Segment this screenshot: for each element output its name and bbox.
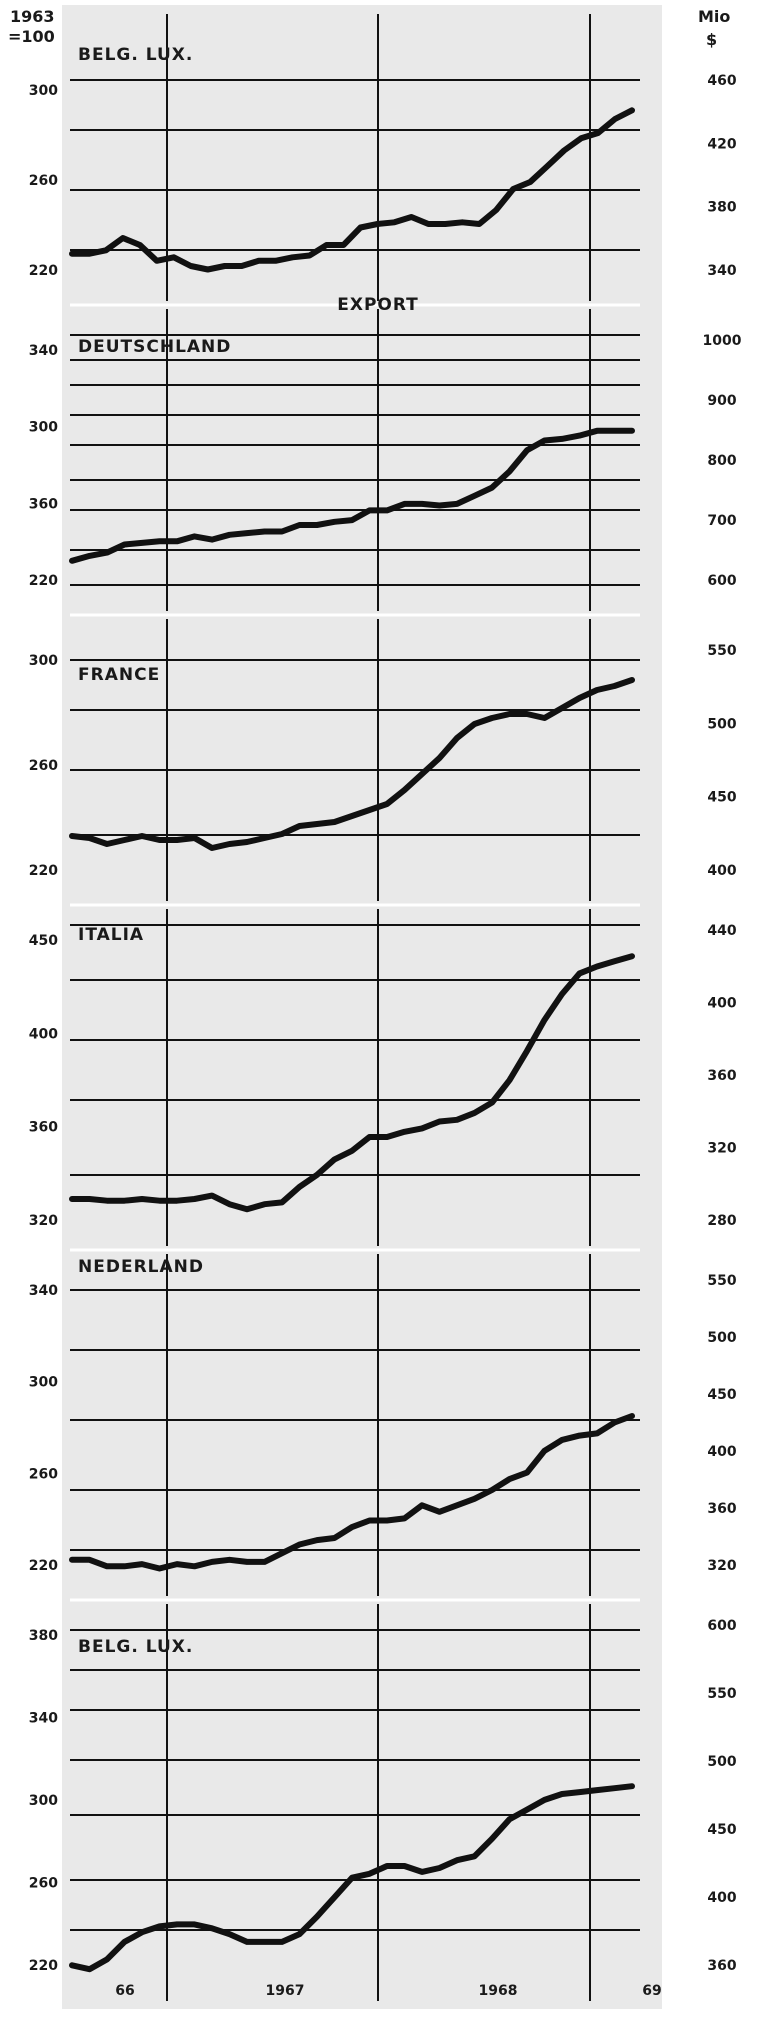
right-tick-label: 600 [707, 1618, 736, 1634]
left-tick-label: 220 [29, 863, 58, 879]
left-unit-label-line2: =100 [8, 27, 55, 46]
x-axis-label: 1968 [479, 1983, 518, 1999]
left-tick-label: 380 [29, 1628, 58, 1644]
panel-title: ITALIA [78, 925, 144, 945]
x-axis-label: 1967 [266, 1983, 305, 1999]
chart-subtitle: EXPORT [337, 295, 419, 315]
right-unit-label-line1: Mio [698, 7, 730, 26]
right-tick-label: 320 [707, 1141, 736, 1157]
series-line [69, 107, 635, 273]
right-tick-label: 360 [707, 1958, 736, 1974]
panel-title: DEUTSCHLAND [78, 337, 231, 357]
right-tick-label: 400 [707, 863, 736, 879]
right-tick-label: 550 [707, 643, 736, 659]
left-tick-label: 340 [29, 1711, 58, 1727]
series-line [69, 953, 635, 1213]
right-tick-label: 340 [707, 263, 736, 279]
right-tick-label: 700 [707, 513, 736, 529]
right-tick-label: 360 [707, 1068, 736, 1084]
left-tick-label: 220 [29, 573, 58, 589]
left-tick-label: 300 [29, 653, 58, 669]
series-line [69, 677, 635, 851]
left-tick-label: 260 [29, 758, 58, 774]
right-tick-label: 450 [707, 1822, 736, 1838]
panel-title: BELG. LUX. [78, 1637, 193, 1657]
series-line [69, 1783, 635, 1973]
right-tick-label: 500 [707, 1754, 736, 1770]
panel-title: BELG. LUX. [78, 45, 193, 65]
series-line [69, 1413, 635, 1572]
left-tick-label: 360 [29, 496, 58, 512]
series-line [69, 427, 635, 564]
panel-title: FRANCE [78, 665, 160, 685]
right-tick-label: 380 [707, 200, 736, 216]
right-tick-label: 550 [707, 1273, 736, 1289]
right-tick-label: 550 [707, 1686, 736, 1702]
left-tick-label: 260 [29, 1876, 58, 1892]
left-tick-label: 360 [29, 1120, 58, 1136]
x-axis-label: 69 [642, 1983, 661, 1999]
left-tick-label: 320 [29, 1213, 58, 1229]
right-tick-label: 440 [707, 923, 736, 939]
right-tick-label: 400 [707, 996, 736, 1012]
grid-layer [70, 14, 640, 2001]
left-tick-label: 340 [29, 343, 58, 359]
right-tick-label: 500 [707, 1330, 736, 1346]
panel-title: NEDERLAND [78, 1257, 204, 1277]
right-tick-label: 320 [707, 1558, 736, 1574]
left-tick-label: 300 [29, 1375, 58, 1391]
left-tick-label: 260 [29, 1466, 58, 1482]
x-axis-label: 66 [115, 1983, 134, 1999]
left-tick-label: 400 [29, 1026, 58, 1042]
left-tick-label: 340 [29, 1283, 58, 1299]
right-tick-label: 400 [707, 1890, 736, 1906]
left-tick-label: 220 [29, 1558, 58, 1574]
right-tick-label: 450 [707, 790, 736, 806]
left-tick-label: 300 [29, 83, 58, 99]
labels-layer: 1963 =100 Mio $ 300 260 220 460 420 380 340 BEL… [8, 7, 742, 1999]
right-tick-label: 360 [707, 1501, 736, 1517]
right-unit-label-line2: $ [706, 30, 717, 49]
right-tick-label: 280 [707, 1213, 736, 1229]
right-tick-label: 420 [707, 136, 736, 152]
right-tick-label: 1000 [703, 333, 742, 349]
series-layer [69, 107, 635, 1973]
left-tick-label: 450 [29, 933, 58, 949]
right-tick-label: 900 [707, 393, 736, 409]
right-tick-label: 800 [707, 453, 736, 469]
left-tick-label: 220 [29, 1958, 58, 1974]
right-tick-label: 600 [707, 573, 736, 589]
right-tick-label: 500 [707, 716, 736, 732]
left-tick-label: 260 [29, 173, 58, 189]
left-tick-label: 300 [29, 1793, 58, 1809]
right-tick-label: 400 [707, 1444, 736, 1460]
chart-background [62, 5, 662, 2009]
left-tick-label: 220 [29, 263, 58, 279]
right-tick-label: 450 [707, 1387, 736, 1403]
right-tick-label: 460 [707, 73, 736, 89]
left-unit-label-line1: 1963 [10, 7, 55, 26]
left-tick-label: 300 [29, 420, 58, 436]
